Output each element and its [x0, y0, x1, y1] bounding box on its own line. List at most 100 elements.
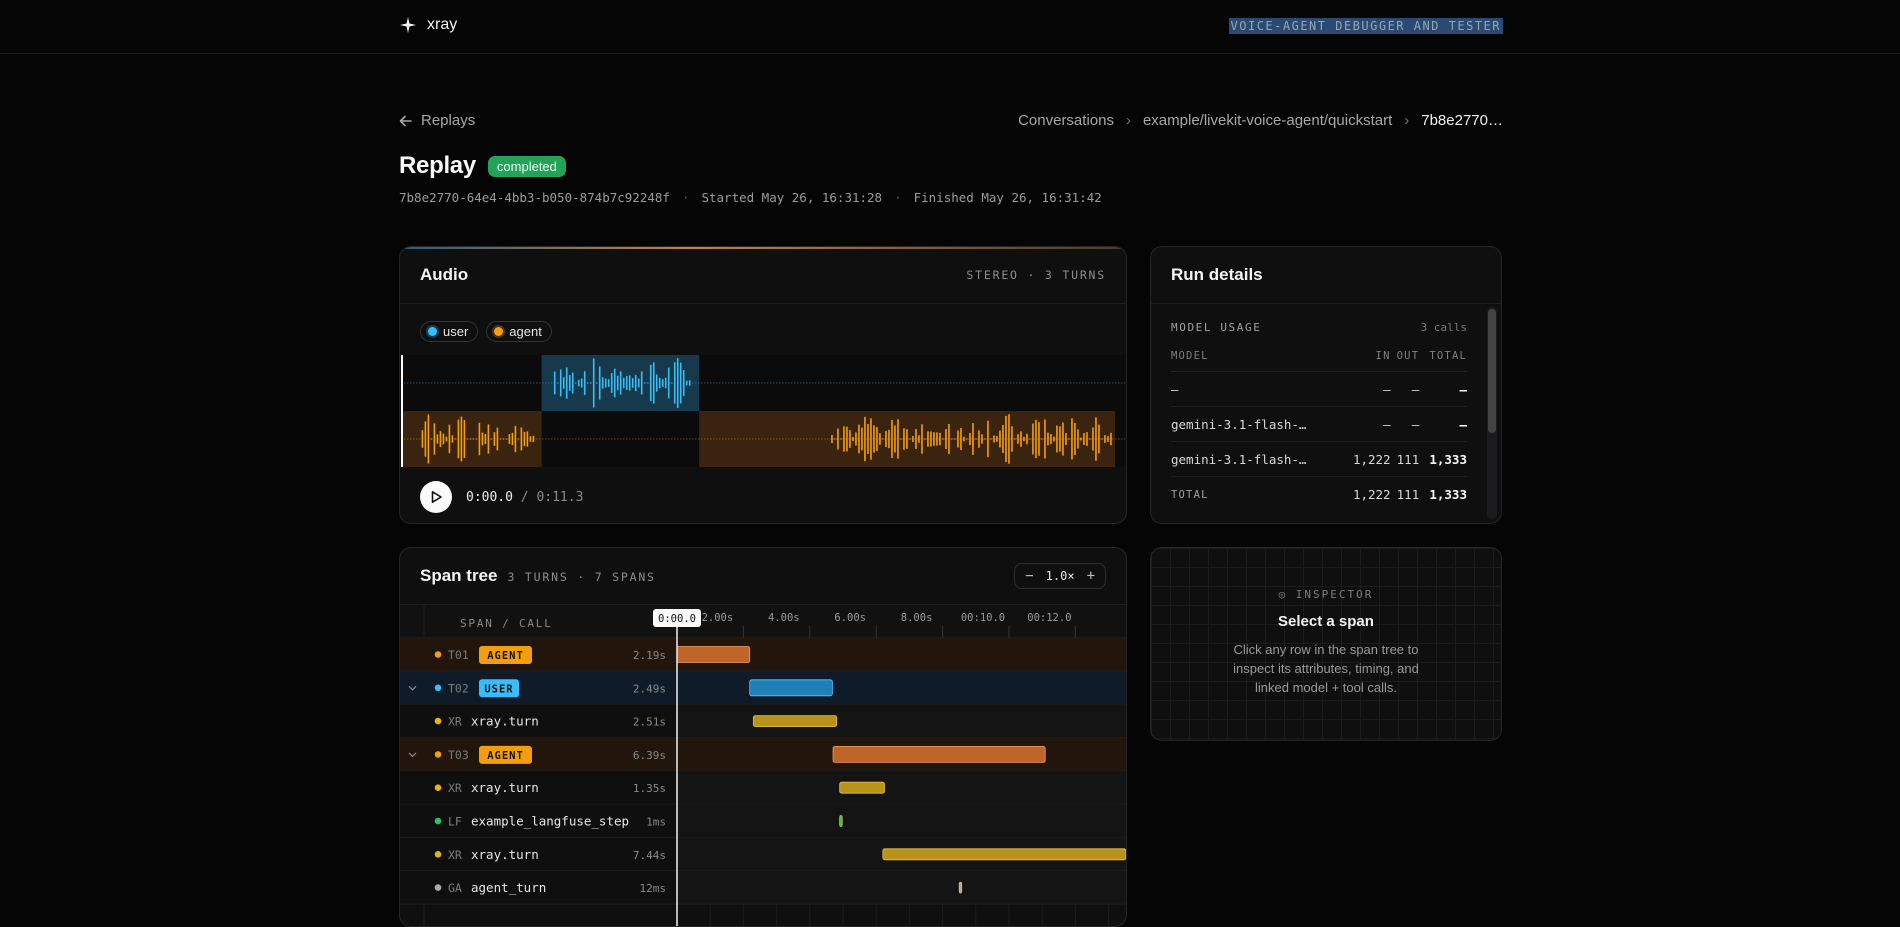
user-wave-bar [571, 372, 574, 394]
agent-wave-bar [861, 427, 863, 451]
agent-wave-bar [1083, 433, 1085, 445]
breadcrumb-conversations[interactable]: Conversations [1018, 112, 1114, 129]
cell-total: – [1419, 406, 1467, 442]
agent-wave-bar [1005, 415, 1007, 463]
scrollbar-thumb[interactable] [1488, 309, 1496, 433]
table-row: – – – – [1171, 371, 1467, 407]
user-wave-bar [640, 371, 643, 395]
span-bar[interactable] [749, 679, 833, 697]
status-badge: completed [487, 155, 566, 177]
zoom-control: − 1.0× + [1014, 563, 1106, 589]
agent-wave-bar [927, 431, 929, 447]
agent-wave-bar [831, 434, 833, 444]
legend-user[interactable]: user [420, 321, 479, 342]
agent-wave-bar [996, 436, 998, 442]
audio-card: Audio STEREO · 3 TURNS user agent 0:00.0… [399, 246, 1127, 524]
agent-wave-bar [469, 438, 472, 440]
inspector-panel: ◎ INSPECTOR Select a span Click any row … [1150, 547, 1502, 741]
agent-wave-bar [1077, 429, 1079, 449]
span-name: example_langfuse_step [471, 814, 629, 829]
col-total: TOTAL [1419, 350, 1467, 372]
span-code: T01 [448, 648, 469, 662]
agent-wave-bar [1101, 438, 1103, 440]
page-header: Replay completed [399, 152, 566, 180]
agent-wave-bar [900, 438, 902, 440]
row-timeline-bg [677, 804, 1126, 838]
agent-wave-bar [891, 420, 893, 458]
cell-in: – [1342, 406, 1391, 442]
agent-wave-bar [975, 438, 977, 440]
user-wave-bar [589, 382, 592, 384]
user-wave-bar [583, 371, 586, 395]
agent-wave-bar [460, 416, 463, 462]
agent-wave-bar [939, 432, 941, 446]
waveform[interactable] [401, 355, 1125, 467]
agent-wave-bar [999, 430, 1001, 448]
agent-wave-bar [529, 436, 532, 442]
playhead-badge[interactable] [653, 609, 701, 627]
span-bar[interactable] [752, 715, 838, 727]
user-wave-bar [673, 362, 676, 404]
agent-wave-bar [478, 422, 481, 456]
agent-wave-bar [867, 424, 869, 454]
span-bar[interactable] [832, 745, 1046, 763]
zoom-in-button[interactable]: + [1086, 568, 1095, 584]
agent-wave-bar [948, 423, 950, 455]
span-bar[interactable] [676, 646, 751, 663]
chevron-down-icon[interactable] [408, 685, 417, 691]
agent-wave-bar [517, 438, 520, 440]
span-dot-icon [434, 851, 442, 858]
agent-wave-bar [885, 430, 887, 448]
agent-wave-bar [852, 436, 854, 442]
audio-header: Audio STEREO · 3 TURNS [400, 247, 1126, 304]
user-wave-bar [655, 374, 658, 392]
agent-wave-bar [855, 432, 857, 446]
agent-wave-bar [978, 430, 980, 448]
table-row: gemini-3.1-flash-… 1,222 111 1,333 [1171, 441, 1467, 477]
audio-subtitle: STEREO · 3 TURNS [966, 268, 1106, 282]
span-bar[interactable] [958, 881, 963, 894]
agent-wave-bar [1074, 423, 1076, 455]
agent-wave-bar [496, 427, 499, 451]
user-wave-bar [646, 382, 649, 384]
playback-time: 0:00.0 / 0:11.3 [466, 490, 583, 505]
agent-wave-bar [858, 424, 860, 454]
agent-wave-bar [526, 431, 529, 447]
span-code: XR [448, 715, 462, 729]
tick-label: 8.00s [901, 612, 933, 624]
zoom-out-button[interactable]: − [1025, 568, 1034, 584]
legend-agent[interactable]: agent [486, 321, 552, 342]
user-wave-bar [625, 376, 628, 390]
agent-wave-bar [454, 438, 457, 440]
agent-wave-bar [499, 438, 502, 440]
chevron-down-icon[interactable] [408, 752, 417, 758]
agent-wave-bar [957, 430, 959, 448]
legend-agent-label: agent [509, 324, 542, 339]
col-in: IN [1342, 350, 1391, 372]
agent-wave-bar [1017, 434, 1019, 444]
breadcrumb-project[interactable]: example/livekit-voice-agent/quickstart [1142, 112, 1393, 129]
span-tree-heading: Span tree 3 TURNS · 7 SPANS [420, 566, 656, 586]
play-button[interactable] [420, 481, 452, 513]
cell-out: – [1390, 371, 1420, 407]
user-wave-bar [598, 366, 601, 400]
span-bar[interactable] [882, 848, 1126, 861]
agent-wave-bar [963, 436, 965, 442]
user-wave-bar [565, 367, 568, 399]
agent-wave-bar [897, 419, 899, 459]
brand[interactable]: xray [399, 16, 457, 34]
user-wave-bar [607, 379, 610, 387]
span-bar[interactable] [839, 781, 885, 794]
turn-tag [479, 646, 532, 664]
back-link[interactable]: Replays [399, 112, 475, 129]
agent-wave-bar [840, 438, 842, 440]
agent-wave-bar [514, 425, 517, 453]
agent-wave-bar [960, 428, 962, 450]
scrollbar[interactable] [1487, 307, 1497, 519]
model-usage: MODEL USAGE 3 calls MODEL IN OUT TOTAL –… [1171, 321, 1467, 511]
chevron-right-icon: › [1125, 112, 1131, 129]
nav-row: Replays Conversations › example/livekit-… [399, 110, 1503, 132]
col-model: MODEL [1171, 350, 1343, 372]
agent-wave-bar [1002, 425, 1004, 453]
span-bar[interactable] [839, 815, 843, 827]
